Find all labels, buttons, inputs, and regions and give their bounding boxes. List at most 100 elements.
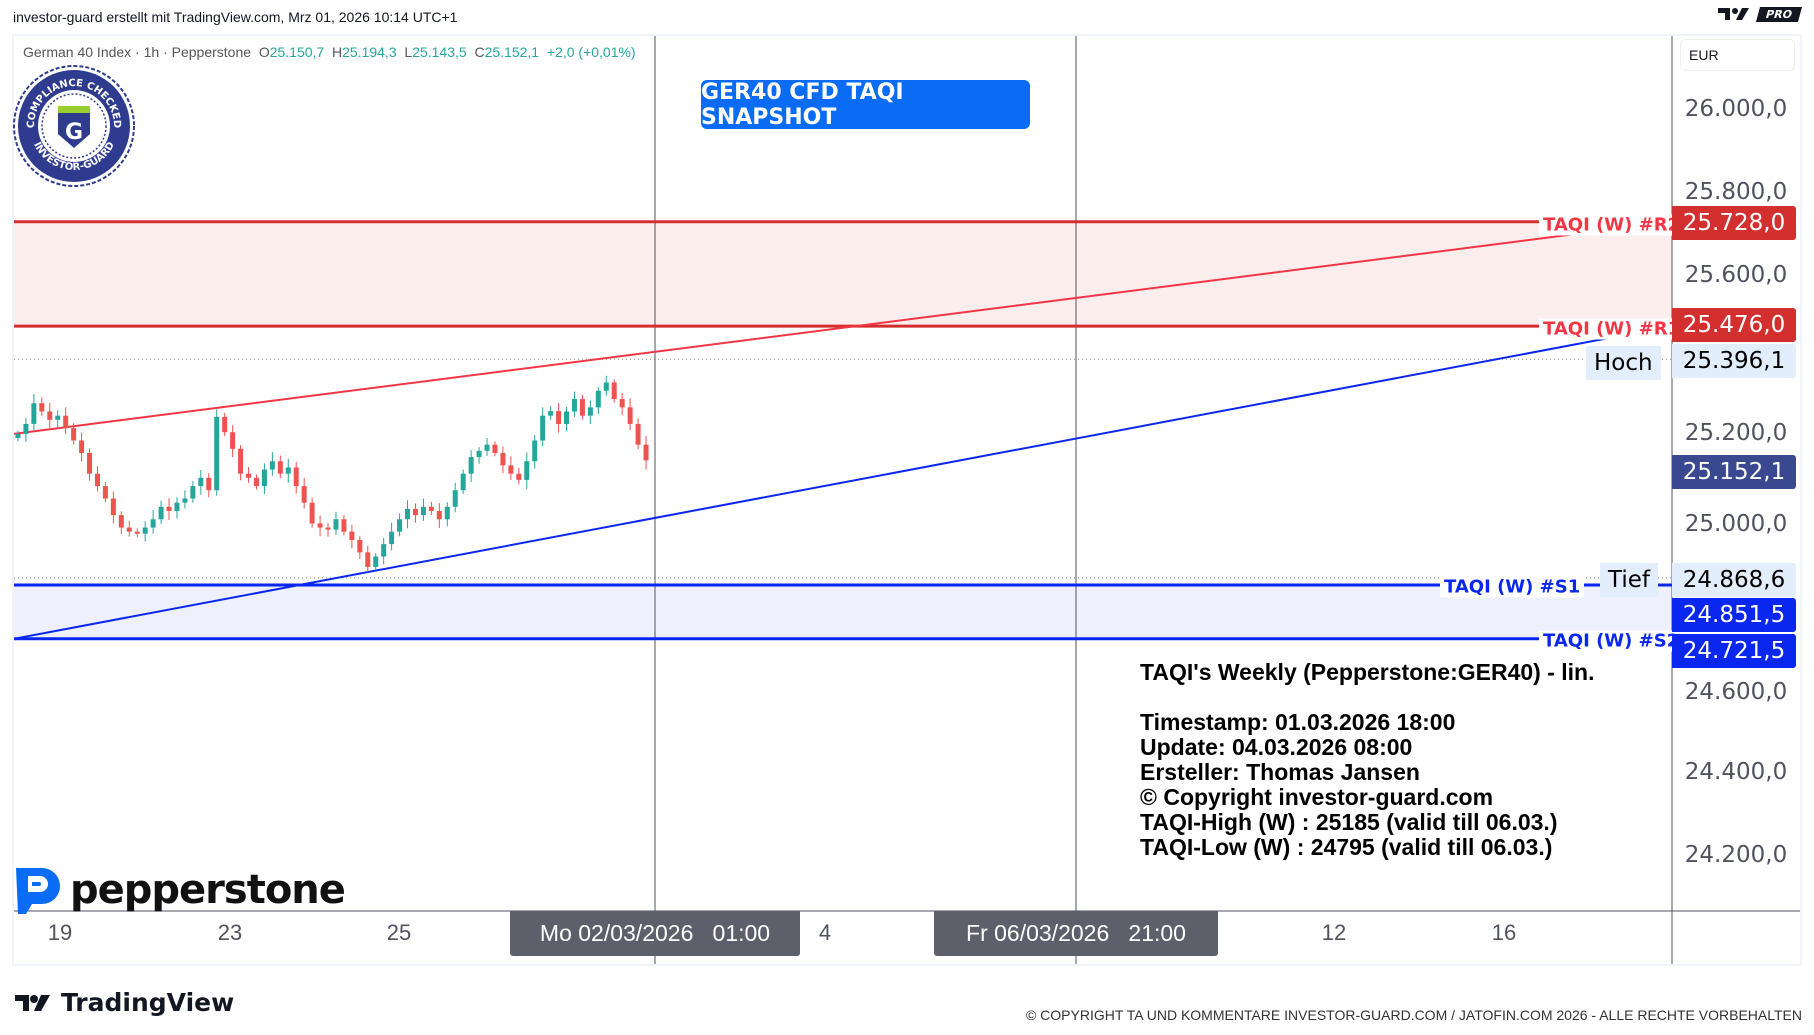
y-tick: 26.000,0 [1684,96,1788,122]
candle-body [102,486,108,499]
candle-body [301,486,307,503]
tradingview-pro-logo: PRO [1718,6,1803,22]
candle-body [214,416,220,491]
price-badge-r2: 25.728,0 [1672,206,1796,240]
snapshot-title-button[interactable]: GER40 CFD TAQI SNAPSHOT [701,80,1030,130]
level-label-r1: TAQI (W) #R1 [1539,318,1685,340]
x-tick: 19 [47,920,73,945]
candle-body [79,440,85,453]
candle-body [436,510,442,520]
candle-body [63,415,69,429]
candle-body [150,519,156,528]
change-value: +2,0 (+0,01%) [546,44,636,60]
ohlc-legend: German 40 Index · 1h · Pepperstone O25.1… [23,44,636,60]
open-value: 25.150,7 [269,44,325,60]
pepperstone-logo: pepperstone [12,866,346,914]
candle-body [206,477,212,491]
seal-letter: G [65,120,83,145]
candle-body [611,382,617,400]
candle-body [285,467,291,474]
y-tick: 25.200,0 [1684,420,1788,446]
low-label: L [404,44,413,60]
compliance-seal-logo: COMPLIANCE CHECKED INVESTOR-GUARD G [13,65,135,187]
candle-body [643,444,649,461]
candle-body [31,403,37,424]
candle-body [635,423,641,445]
candle-body [222,416,228,433]
candle-body [158,506,164,520]
candle-body [500,452,506,466]
symbol-info[interactable]: German 40 Index · 1h · Pepperstone [23,44,252,60]
y-tick: 25.600,0 [1684,262,1788,288]
close-value: 25.152,1 [484,44,540,60]
currency-selector[interactable]: EUR [1680,39,1795,71]
y-tick: 25.800,0 [1684,179,1788,205]
support-zone [14,584,1672,639]
candle-body [556,411,562,424]
candle-body [452,490,458,507]
level-label-r2: TAQI (W) #R2 [1539,214,1685,236]
candle-body [134,531,140,534]
candle-body [230,432,236,449]
candle-body [484,444,490,451]
candle-body [317,523,323,528]
candle-body [397,519,403,532]
candle-body [492,444,498,453]
candle-body [548,411,554,416]
info-line: Update: 04.03.2026 08:00 [1140,734,1413,760]
open-label: O [258,44,270,60]
low-value: 25.143,5 [412,44,467,60]
high-value: 25.194,3 [342,44,397,60]
candle-body [508,465,514,474]
candle-body [309,502,315,524]
tradingview-wordmark: TradingView [61,988,235,1017]
resistance-zone [14,221,1672,327]
candle-body [579,399,585,416]
price-badge-s1: 24.851,5 [1672,598,1796,632]
candle-body [277,461,283,474]
chart-frame [12,34,1802,966]
candle-body [476,450,482,458]
y-tick: 24.600,0 [1684,679,1788,705]
y-tick: 25.000,0 [1684,511,1788,537]
candle-body [405,508,411,520]
tradingview-logo-icon [15,994,50,1011]
high-label: Hoch [1586,346,1661,380]
candle-body [428,506,434,511]
price-badge-current: 25.152,1 [1672,455,1796,489]
candle-body [564,411,570,424]
x-tick: 25 [386,920,412,945]
tradingview-footer-logo[interactable]: TradingView [15,988,234,1017]
info-line: © Copyright investor-guard.com [1140,784,1494,810]
candle-body [333,519,339,530]
candle-body [603,382,609,391]
crosshair-time-label: Mo 02/03/2026 01:00 [510,911,800,956]
candle-body [261,469,267,487]
x-tick: 16 [1491,920,1517,945]
close-label: C [474,44,485,60]
candle-body [420,506,426,516]
x-tick: 4 [818,920,832,945]
candle-body [460,473,466,491]
candle-body [540,415,546,441]
candle-body [47,411,53,420]
candle-body [174,502,180,511]
candle-body [373,556,379,567]
candle-body [166,506,172,511]
trendline [13,325,1673,640]
candle-body [23,423,29,434]
candle-body [349,531,355,540]
candle-body [341,519,347,532]
candle-body [468,457,474,474]
candle-body [246,473,252,478]
y-tick: 24.200,0 [1684,842,1788,868]
candle-body [532,440,538,462]
level-label-s2: TAQI (W) #S2 [1539,630,1684,652]
price-badge-low: 24.868,6 [1672,563,1796,597]
candle-body [182,498,188,503]
info-line: Timestamp: 01.03.2026 18:00 [1140,709,1456,735]
candle-body [595,390,601,408]
candle-body [253,477,259,487]
low-label: Tief [1600,563,1658,597]
